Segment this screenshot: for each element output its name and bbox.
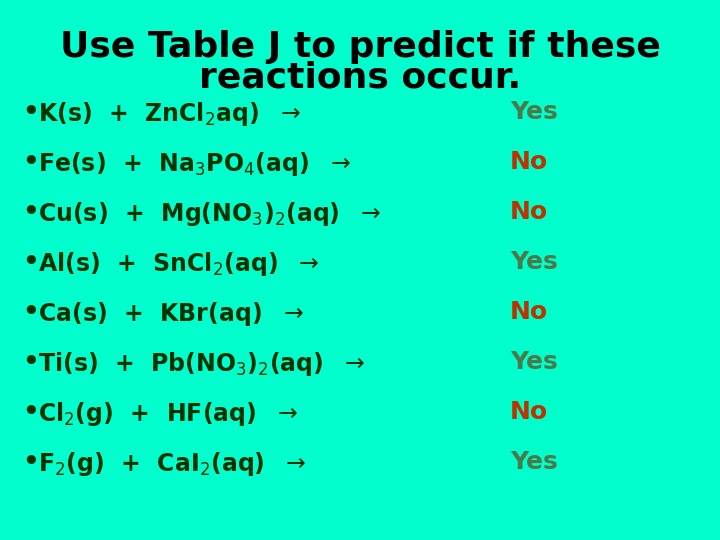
Text: •: •	[22, 350, 39, 376]
Text: Al(s)  +  SnCl$_2$(aq)  $\rightarrow$: Al(s) + SnCl$_2$(aq) $\rightarrow$	[38, 250, 320, 278]
Text: •: •	[22, 150, 39, 176]
Text: No: No	[510, 200, 548, 224]
Text: Ca(s)  +  KBr(aq)  $\rightarrow$: Ca(s) + KBr(aq) $\rightarrow$	[38, 300, 304, 328]
Text: •: •	[22, 250, 39, 276]
Text: Cu(s)  +  Mg(NO$_3$)$_2$(aq)  $\rightarrow$: Cu(s) + Mg(NO$_3$)$_2$(aq) $\rightarrow$	[38, 200, 382, 228]
Text: •: •	[22, 400, 39, 426]
Text: Yes: Yes	[510, 450, 558, 474]
Text: No: No	[510, 300, 548, 324]
Text: •: •	[22, 200, 39, 226]
Text: Fe(s)  +  Na$_3$PO$_4$(aq)  $\rightarrow$: Fe(s) + Na$_3$PO$_4$(aq) $\rightarrow$	[38, 150, 351, 178]
Text: Use Table J to predict if these: Use Table J to predict if these	[60, 30, 660, 64]
Text: reactions occur.: reactions occur.	[199, 60, 521, 94]
Text: •: •	[22, 300, 39, 326]
Text: Ti(s)  +  Pb(NO$_3$)$_2$(aq)  $\rightarrow$: Ti(s) + Pb(NO$_3$)$_2$(aq) $\rightarrow$	[38, 350, 365, 378]
Text: •: •	[22, 100, 39, 126]
Text: K(s)  +  ZnCl$_2$aq)  $\rightarrow$: K(s) + ZnCl$_2$aq) $\rightarrow$	[38, 100, 301, 128]
Text: Cl$_2$(g)  +  HF(aq)  $\rightarrow$: Cl$_2$(g) + HF(aq) $\rightarrow$	[38, 400, 298, 428]
Text: F$_2$(g)  +  CaI$_2$(aq)  $\rightarrow$: F$_2$(g) + CaI$_2$(aq) $\rightarrow$	[38, 450, 307, 478]
Text: Yes: Yes	[510, 250, 558, 274]
Text: Yes: Yes	[510, 350, 558, 374]
Text: •: •	[22, 450, 39, 476]
Text: No: No	[510, 400, 548, 424]
Text: No: No	[510, 150, 548, 174]
Text: Yes: Yes	[510, 100, 558, 124]
